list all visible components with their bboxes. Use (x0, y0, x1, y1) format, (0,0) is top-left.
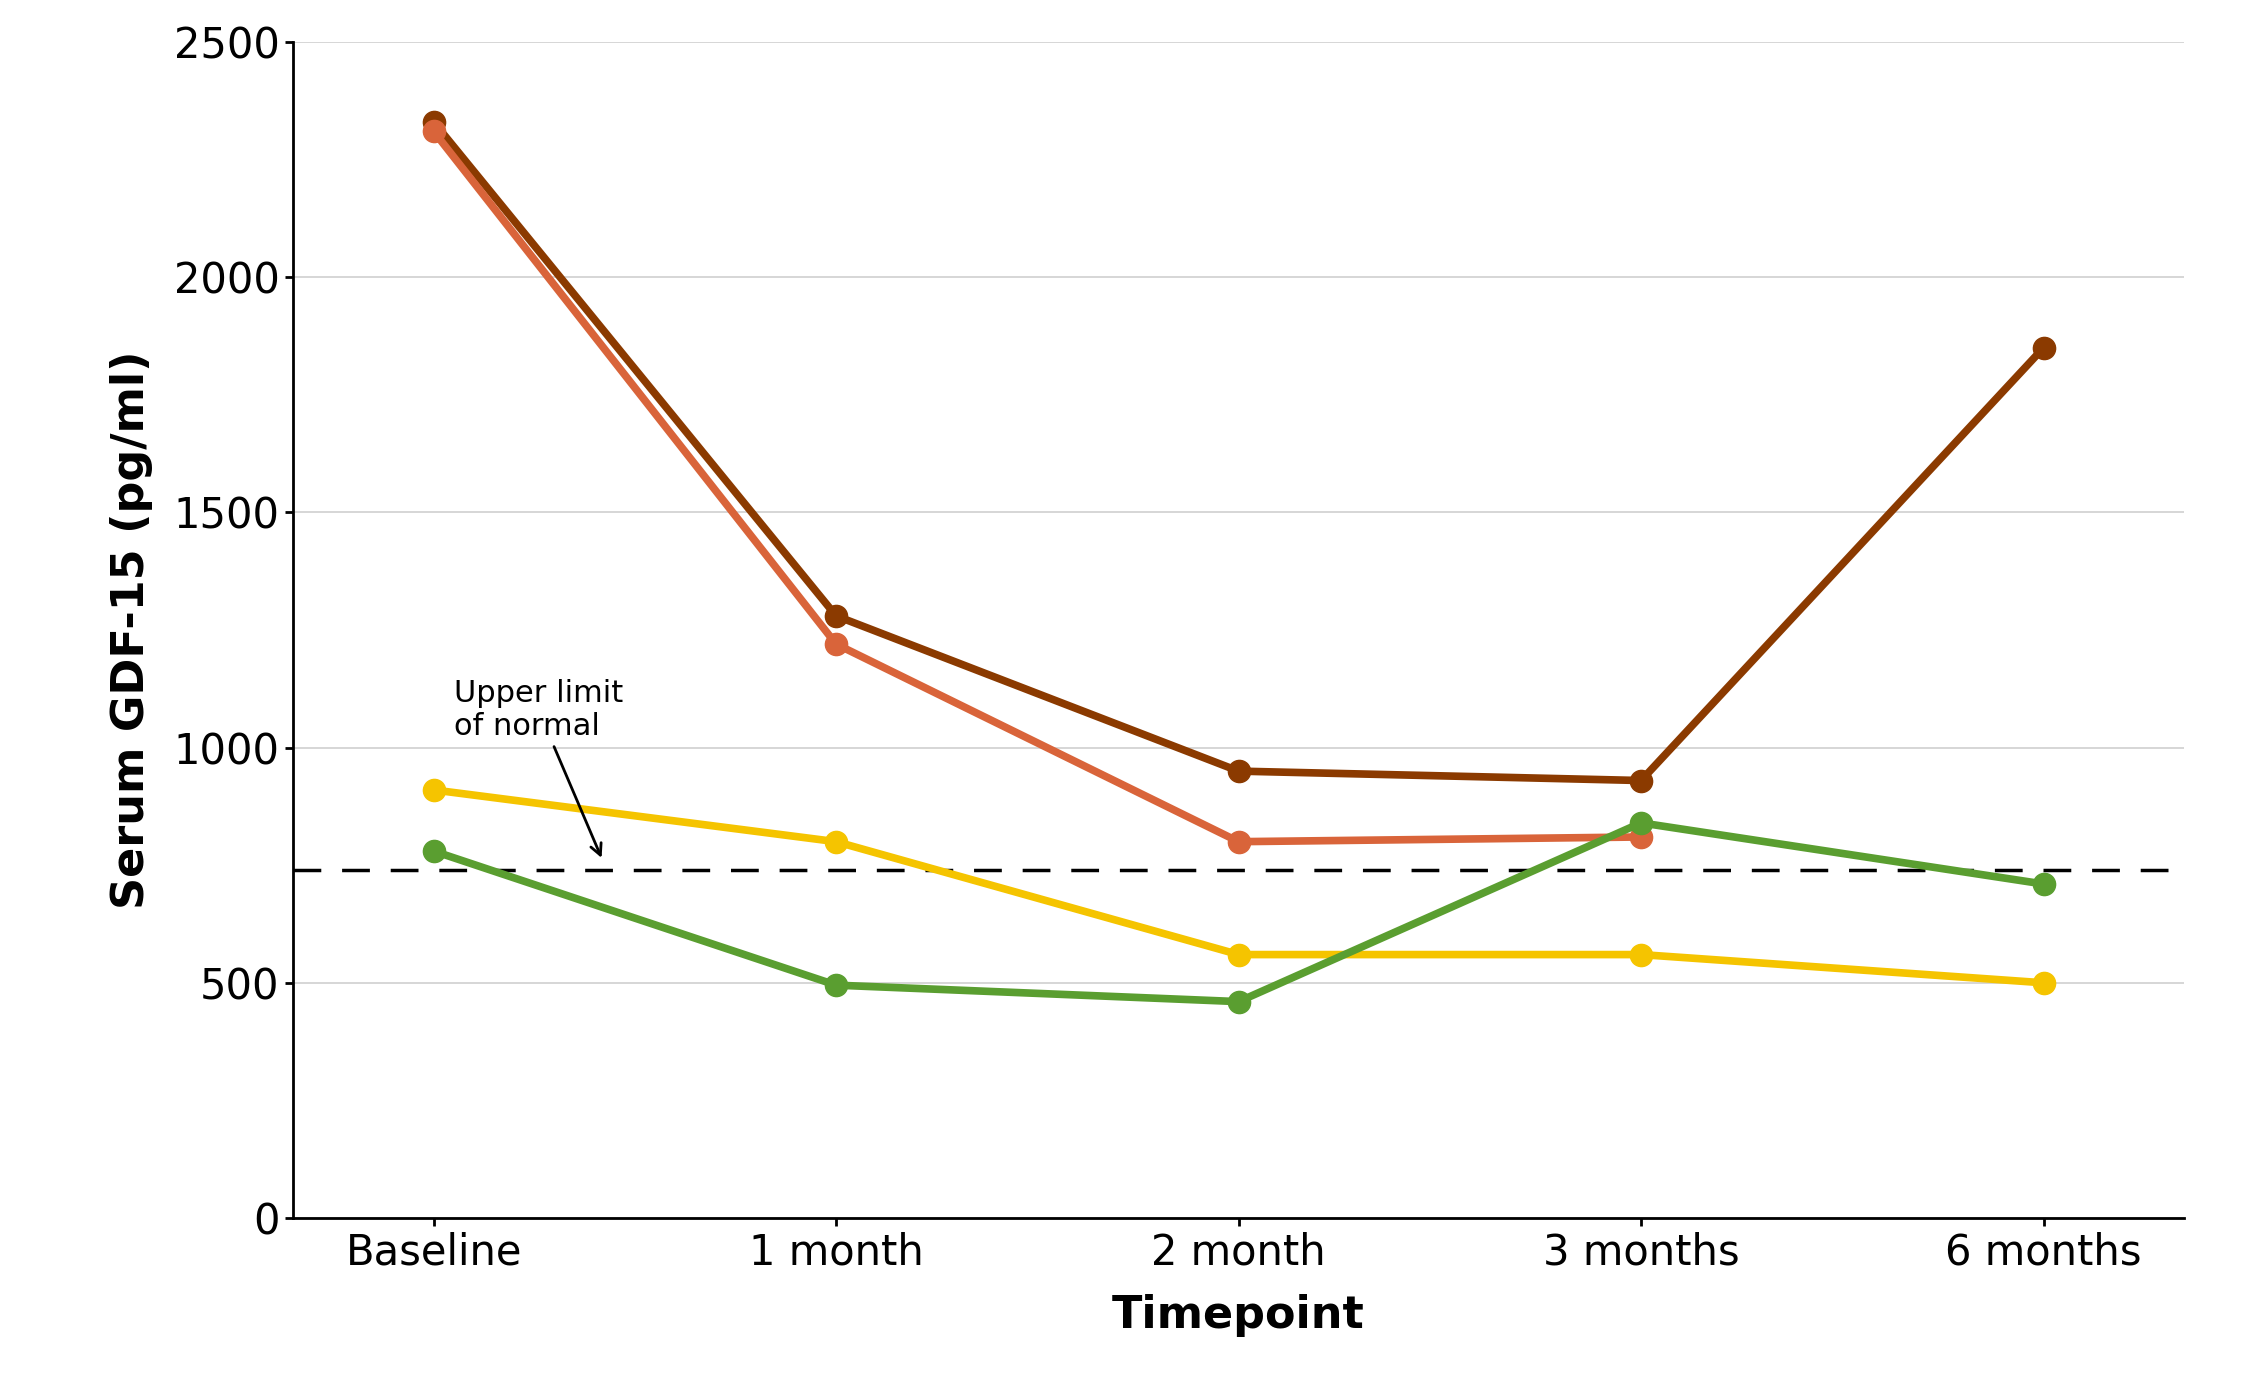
Y-axis label: Serum GDF-15 (pg/ml): Serum GDF-15 (pg/ml) (110, 351, 153, 909)
Text: Upper limit
of normal: Upper limit of normal (453, 679, 624, 855)
X-axis label: Timepoint: Timepoint (1112, 1294, 1365, 1337)
